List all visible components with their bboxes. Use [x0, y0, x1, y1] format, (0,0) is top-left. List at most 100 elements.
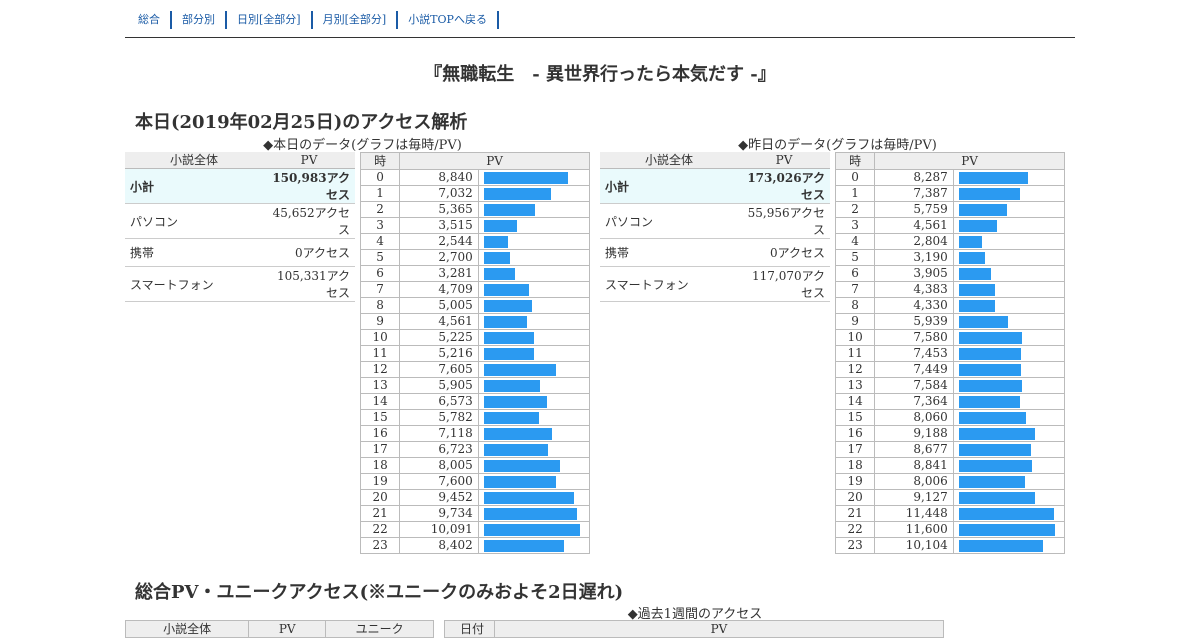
hour-cell: 5	[359, 249, 401, 266]
nav-item-novel-top[interactable]: 小説TOPへ戻る	[398, 11, 499, 29]
bar-cell	[477, 473, 591, 490]
pv-cell: 4,561	[874, 217, 954, 234]
week-table: 日付 PV	[444, 620, 945, 638]
nav-link-overall[interactable]: 総合	[138, 13, 160, 26]
pv-bar	[483, 283, 529, 296]
pv-cell: 5,939	[874, 313, 954, 330]
hour-cell: 2	[834, 201, 876, 218]
nav-link-daily[interactable]: 日別[全部分]	[237, 13, 301, 26]
pv-bar	[483, 347, 534, 360]
hour-cell: 7	[834, 281, 876, 298]
hour-row: 1 7,032	[359, 185, 591, 202]
hour-cell: 1	[359, 185, 401, 202]
yesterday-row-value: 55,956アクセス	[738, 203, 830, 239]
hour-row: 7 4,383	[834, 281, 1066, 298]
hour-cell: 8	[834, 297, 876, 314]
today-pv-head: PV	[399, 152, 590, 170]
pv-bar	[483, 443, 548, 456]
hour-cell: 10	[834, 329, 876, 346]
hour-row: 2 5,759	[834, 201, 1066, 218]
bar-cell	[952, 409, 1066, 426]
nav-item-monthly[interactable]: 月別[全部分]	[313, 11, 399, 29]
bar-cell	[952, 505, 1066, 522]
nav-item-parts[interactable]: 部分別	[172, 11, 227, 29]
hour-row: 21 9,734	[359, 505, 591, 522]
bar-cell	[952, 249, 1066, 266]
yesterday-row-subtotal: 小計 173,026アクセス	[600, 168, 830, 204]
pv-cell: 7,364	[874, 393, 954, 410]
bar-cell	[952, 425, 1066, 442]
pv-cell: 10,091	[399, 521, 479, 538]
hour-cell: 2	[359, 201, 401, 218]
pv-bar	[958, 539, 1043, 552]
pv-cell: 8,677	[874, 441, 954, 458]
hour-row: 5 2,700	[359, 249, 591, 266]
hour-row: 3 3,515	[359, 217, 591, 234]
hour-cell: 12	[834, 361, 876, 378]
bar-cell	[952, 345, 1066, 362]
yesterday-row-value: 173,026アクセス	[738, 168, 830, 204]
pv-cell: 7,580	[874, 329, 954, 346]
hour-cell: 13	[359, 377, 401, 394]
pv-bar	[958, 251, 985, 264]
yesterday-row-smartphone: スマートフォン 117,070アクセス	[600, 266, 830, 302]
yesterday-row-mobile: 携帯 0アクセス	[600, 238, 830, 267]
bar-cell	[477, 169, 591, 186]
hour-row: 8 5,005	[359, 297, 591, 314]
pv-cell: 7,584	[874, 377, 954, 394]
hour-row: 14 7,364	[834, 393, 1066, 410]
hour-row: 14 6,573	[359, 393, 591, 410]
bar-cell	[477, 313, 591, 330]
pv-bar	[958, 363, 1021, 376]
bar-cell	[477, 505, 591, 522]
week-col-pv: PV	[493, 620, 945, 638]
pv-cell: 9,452	[399, 489, 479, 506]
today-col-label: 小説全体	[125, 152, 263, 169]
pv-bar	[958, 427, 1035, 440]
pv-cell: 6,573	[399, 393, 479, 410]
nav-link-monthly[interactable]: 月別[全部分]	[322, 13, 387, 26]
bar-cell	[477, 329, 591, 346]
bar-cell	[952, 217, 1066, 234]
pv-cell: 4,709	[399, 281, 479, 298]
total-col-pv: PV	[248, 620, 327, 638]
pv-cell: 2,804	[874, 233, 954, 250]
today-row-label: 携帯	[125, 238, 263, 267]
hour-row: 20 9,127	[834, 489, 1066, 506]
bar-cell	[952, 441, 1066, 458]
bar-cell	[477, 345, 591, 362]
pv-cell: 8,402	[399, 537, 479, 554]
bar-cell	[477, 537, 591, 554]
hour-row: 11 5,216	[359, 345, 591, 362]
nav-link-parts[interactable]: 部分別	[182, 13, 215, 26]
hour-cell: 14	[359, 393, 401, 410]
pv-cell: 3,190	[874, 249, 954, 266]
bar-cell	[952, 185, 1066, 202]
hour-cell: 15	[834, 409, 876, 426]
bar-cell	[952, 281, 1066, 298]
pv-bar	[958, 315, 1008, 328]
pv-bar	[483, 523, 580, 536]
pv-bar	[483, 251, 510, 264]
hour-row: 23 8,402	[359, 537, 591, 554]
hour-row: 22 11,600	[834, 521, 1066, 538]
pv-cell: 8,840	[399, 169, 479, 186]
today-row-pc: パソコン 45,652アクセス	[125, 203, 355, 239]
pv-bar	[483, 363, 556, 376]
hour-cell: 6	[834, 265, 876, 282]
hour-row: 10 5,225	[359, 329, 591, 346]
hour-row: 17 8,677	[834, 441, 1066, 458]
yesterday-caption: ◆昨日のデータ(グラフは毎時/PV)	[738, 138, 937, 153]
hour-cell: 1	[834, 185, 876, 202]
pv-bar	[958, 347, 1021, 360]
pv-bar	[483, 187, 551, 200]
hour-cell: 18	[359, 457, 401, 474]
hour-row: 12 7,449	[834, 361, 1066, 378]
yesterday-row-value: 117,070アクセス	[738, 266, 830, 302]
nav-item-daily[interactable]: 日別[全部分]	[227, 11, 313, 29]
nav-link-novel-top[interactable]: 小説TOPへ戻る	[408, 13, 487, 26]
yesterday-row-label: パソコン	[600, 203, 738, 239]
pv-cell: 2,544	[399, 233, 479, 250]
today-summary-table: 小説全体 PV 小計 150,983アクセス パソコン 45,652アクセス 携…	[125, 152, 355, 302]
nav-item-overall[interactable]: 総合	[128, 11, 172, 29]
